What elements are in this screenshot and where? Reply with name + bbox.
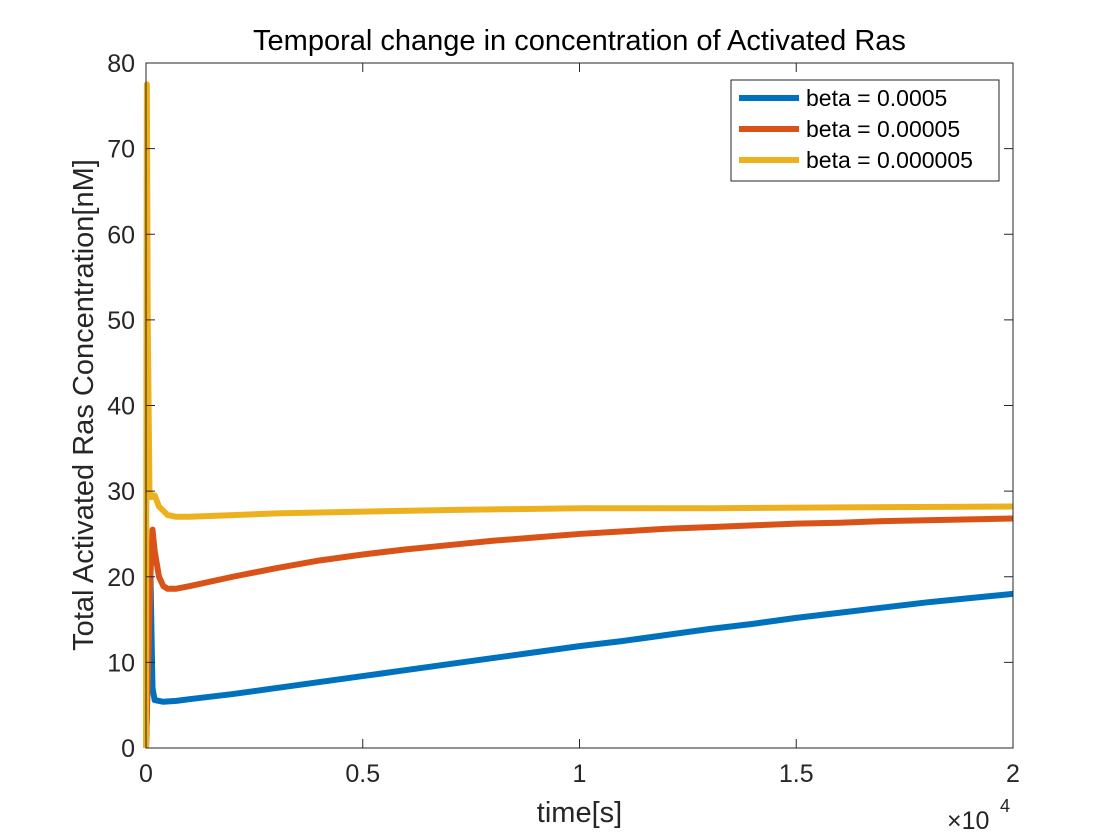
legend-label: beta = 0.00005: [806, 116, 960, 142]
chart-title: Temporal change in concentration of Acti…: [253, 25, 906, 57]
y-tick-label: 80: [107, 50, 135, 78]
x-tick-label: 2: [1006, 760, 1020, 788]
x-tick-label: 1: [573, 760, 587, 788]
legend-label: beta = 0.0005: [806, 85, 947, 111]
legend-label: beta = 0.000005: [806, 147, 973, 173]
y-tick-label: 70: [107, 136, 135, 164]
y-tick-label: 10: [107, 649, 135, 677]
y-tick-label: 40: [107, 393, 135, 421]
legend-item: beta = 0.00005: [739, 116, 960, 142]
legend-item: beta = 0.0005: [739, 85, 947, 111]
series-line-2: [143, 515, 1014, 749]
y-tick-label: 0: [121, 735, 135, 763]
series-layer: [143, 81, 1014, 749]
x-exponent-power: 4: [1000, 796, 1010, 816]
y-tick-label: 30: [107, 478, 135, 506]
legend-item: beta = 0.000005: [739, 147, 973, 173]
y-tick-label: 50: [107, 307, 135, 335]
y-axis-label: Total Activated Ras Concentration[nM]: [68, 159, 100, 651]
series-line-1: [143, 565, 1014, 749]
x-exponent-base: ×10: [947, 807, 989, 835]
x-tick-label: 0: [139, 760, 153, 788]
x-axis-label: time[s]: [537, 797, 622, 829]
y-tick-label: 20: [107, 564, 135, 592]
x-exponent: ×10 4: [947, 796, 1010, 835]
y-tick-label: 60: [107, 221, 135, 249]
legend-items: beta = 0.0005 beta = 0.00005 beta = 0.0000…: [739, 85, 973, 173]
x-tick-label: 1.5: [779, 760, 814, 788]
x-tick-label: 0.5: [345, 760, 380, 788]
series-line-3: [143, 81, 1014, 749]
legend: beta = 0.0005 beta = 0.00005 beta = 0.0000…: [730, 79, 1000, 182]
